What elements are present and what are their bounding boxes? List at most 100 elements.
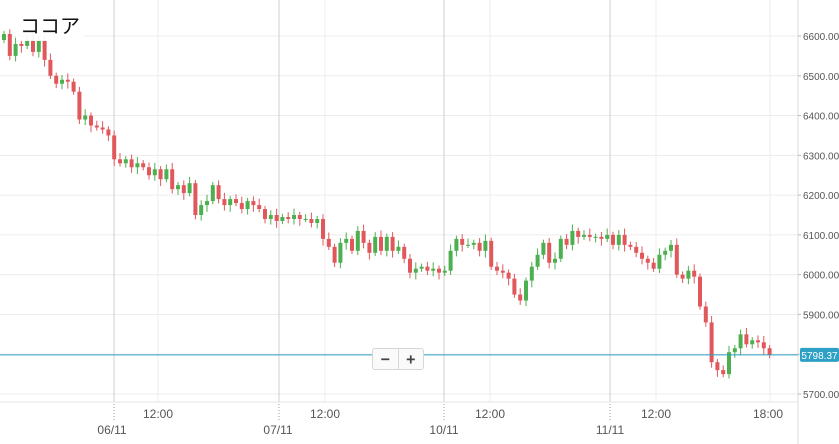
candle-body (135, 163, 140, 168)
x-tick-label: 12:00 (641, 407, 671, 421)
x-tick-label: 12:00 (143, 407, 173, 421)
candle-body (71, 81, 76, 92)
candle-body (181, 185, 186, 194)
candle-body (7, 34, 12, 56)
candle-body (31, 39, 35, 52)
candle-body (170, 169, 175, 190)
candle-body (425, 266, 430, 271)
candle-body (732, 348, 737, 353)
candle-body (442, 270, 447, 273)
y-tick-label: 6100.00 (803, 231, 839, 242)
x-tick-label: 12:00 (475, 407, 505, 421)
candle-body (576, 230, 581, 237)
candle-body (292, 215, 296, 219)
candle-body (767, 348, 772, 356)
zoom-in-button[interactable]: + (397, 349, 424, 369)
candle-body (628, 244, 633, 247)
candle-body (616, 234, 621, 245)
candle-body (750, 340, 755, 345)
candle-body (129, 159, 134, 168)
candle-body (495, 266, 499, 271)
candle-body (60, 79, 64, 84)
candle-body (321, 218, 325, 239)
candle-body (599, 236, 604, 239)
x-tick-label: 06/11 (97, 423, 126, 437)
candle-body (680, 274, 685, 279)
candle-body (251, 201, 256, 206)
zoom-out-button[interactable]: − (380, 350, 390, 368)
candle-body (216, 185, 221, 200)
x-tick-label: 18:00 (753, 407, 783, 421)
candle-body (402, 246, 407, 259)
candle-body (361, 230, 366, 243)
candle-body (489, 240, 494, 267)
candle-body (280, 216, 285, 221)
chart-title: ココア (16, 8, 84, 41)
candle-body (83, 115, 88, 120)
candle-body (640, 252, 644, 259)
candle-body (524, 280, 528, 301)
candle-body (152, 169, 157, 176)
candle-body (297, 215, 302, 219)
candle-body (570, 230, 575, 245)
candle-body (187, 183, 192, 194)
candle-body (332, 246, 337, 263)
candle-body (19, 43, 24, 46)
candle-body (721, 370, 726, 375)
candle-body (506, 272, 511, 279)
y-tick-label: 5900.00 (803, 310, 839, 321)
candle-body (222, 199, 227, 206)
candle-body (100, 127, 105, 130)
candle-body (431, 268, 436, 271)
candle-body (535, 254, 540, 267)
candle-body (657, 254, 662, 269)
candle-body (437, 268, 441, 273)
candle-body (454, 238, 459, 251)
candle-body (257, 205, 262, 210)
candle-body (738, 334, 743, 349)
candle-body (558, 238, 563, 259)
candle-body (164, 169, 169, 180)
candle-body (611, 234, 615, 245)
y-tick-label: 6400.00 (803, 112, 839, 123)
current-price-badge (800, 347, 839, 362)
candle-body (547, 242, 552, 263)
candle-body (228, 199, 233, 206)
candle-body (587, 234, 592, 237)
y-tick-label: 6300.00 (803, 151, 839, 162)
candle-body (384, 236, 389, 251)
candle-body (25, 39, 30, 46)
candle-body (193, 183, 198, 215)
candle-body (303, 218, 308, 220)
x-tick-label: 07/11 (263, 423, 292, 437)
candle-body (518, 294, 523, 301)
candle-body (408, 258, 412, 273)
candle-body (396, 246, 401, 251)
candle-body (727, 352, 731, 375)
candle-body (379, 236, 383, 251)
candle-body (471, 242, 476, 245)
candle-body (645, 258, 650, 263)
candle-body (77, 91, 82, 120)
y-tick-label: 5700.00 (803, 390, 839, 401)
candle-body (106, 129, 111, 136)
candle-body (176, 185, 180, 190)
candle-body (239, 203, 244, 210)
candle-body (761, 342, 766, 349)
candle-body (460, 238, 465, 245)
candle-body (663, 250, 668, 255)
candle-body (622, 234, 627, 245)
candle-body (553, 258, 557, 263)
candle-body (2, 34, 6, 40)
candle-body (274, 215, 279, 221)
y-tick-label: 6200.00 (803, 191, 839, 202)
candle-body (344, 238, 349, 243)
candle-body (698, 276, 702, 307)
candle-body (205, 201, 209, 206)
candle-body (315, 218, 320, 223)
candle-body (48, 59, 53, 76)
x-tick-label: 11/11 (596, 423, 625, 437)
candle-body (390, 236, 395, 251)
candle-body (326, 238, 331, 247)
